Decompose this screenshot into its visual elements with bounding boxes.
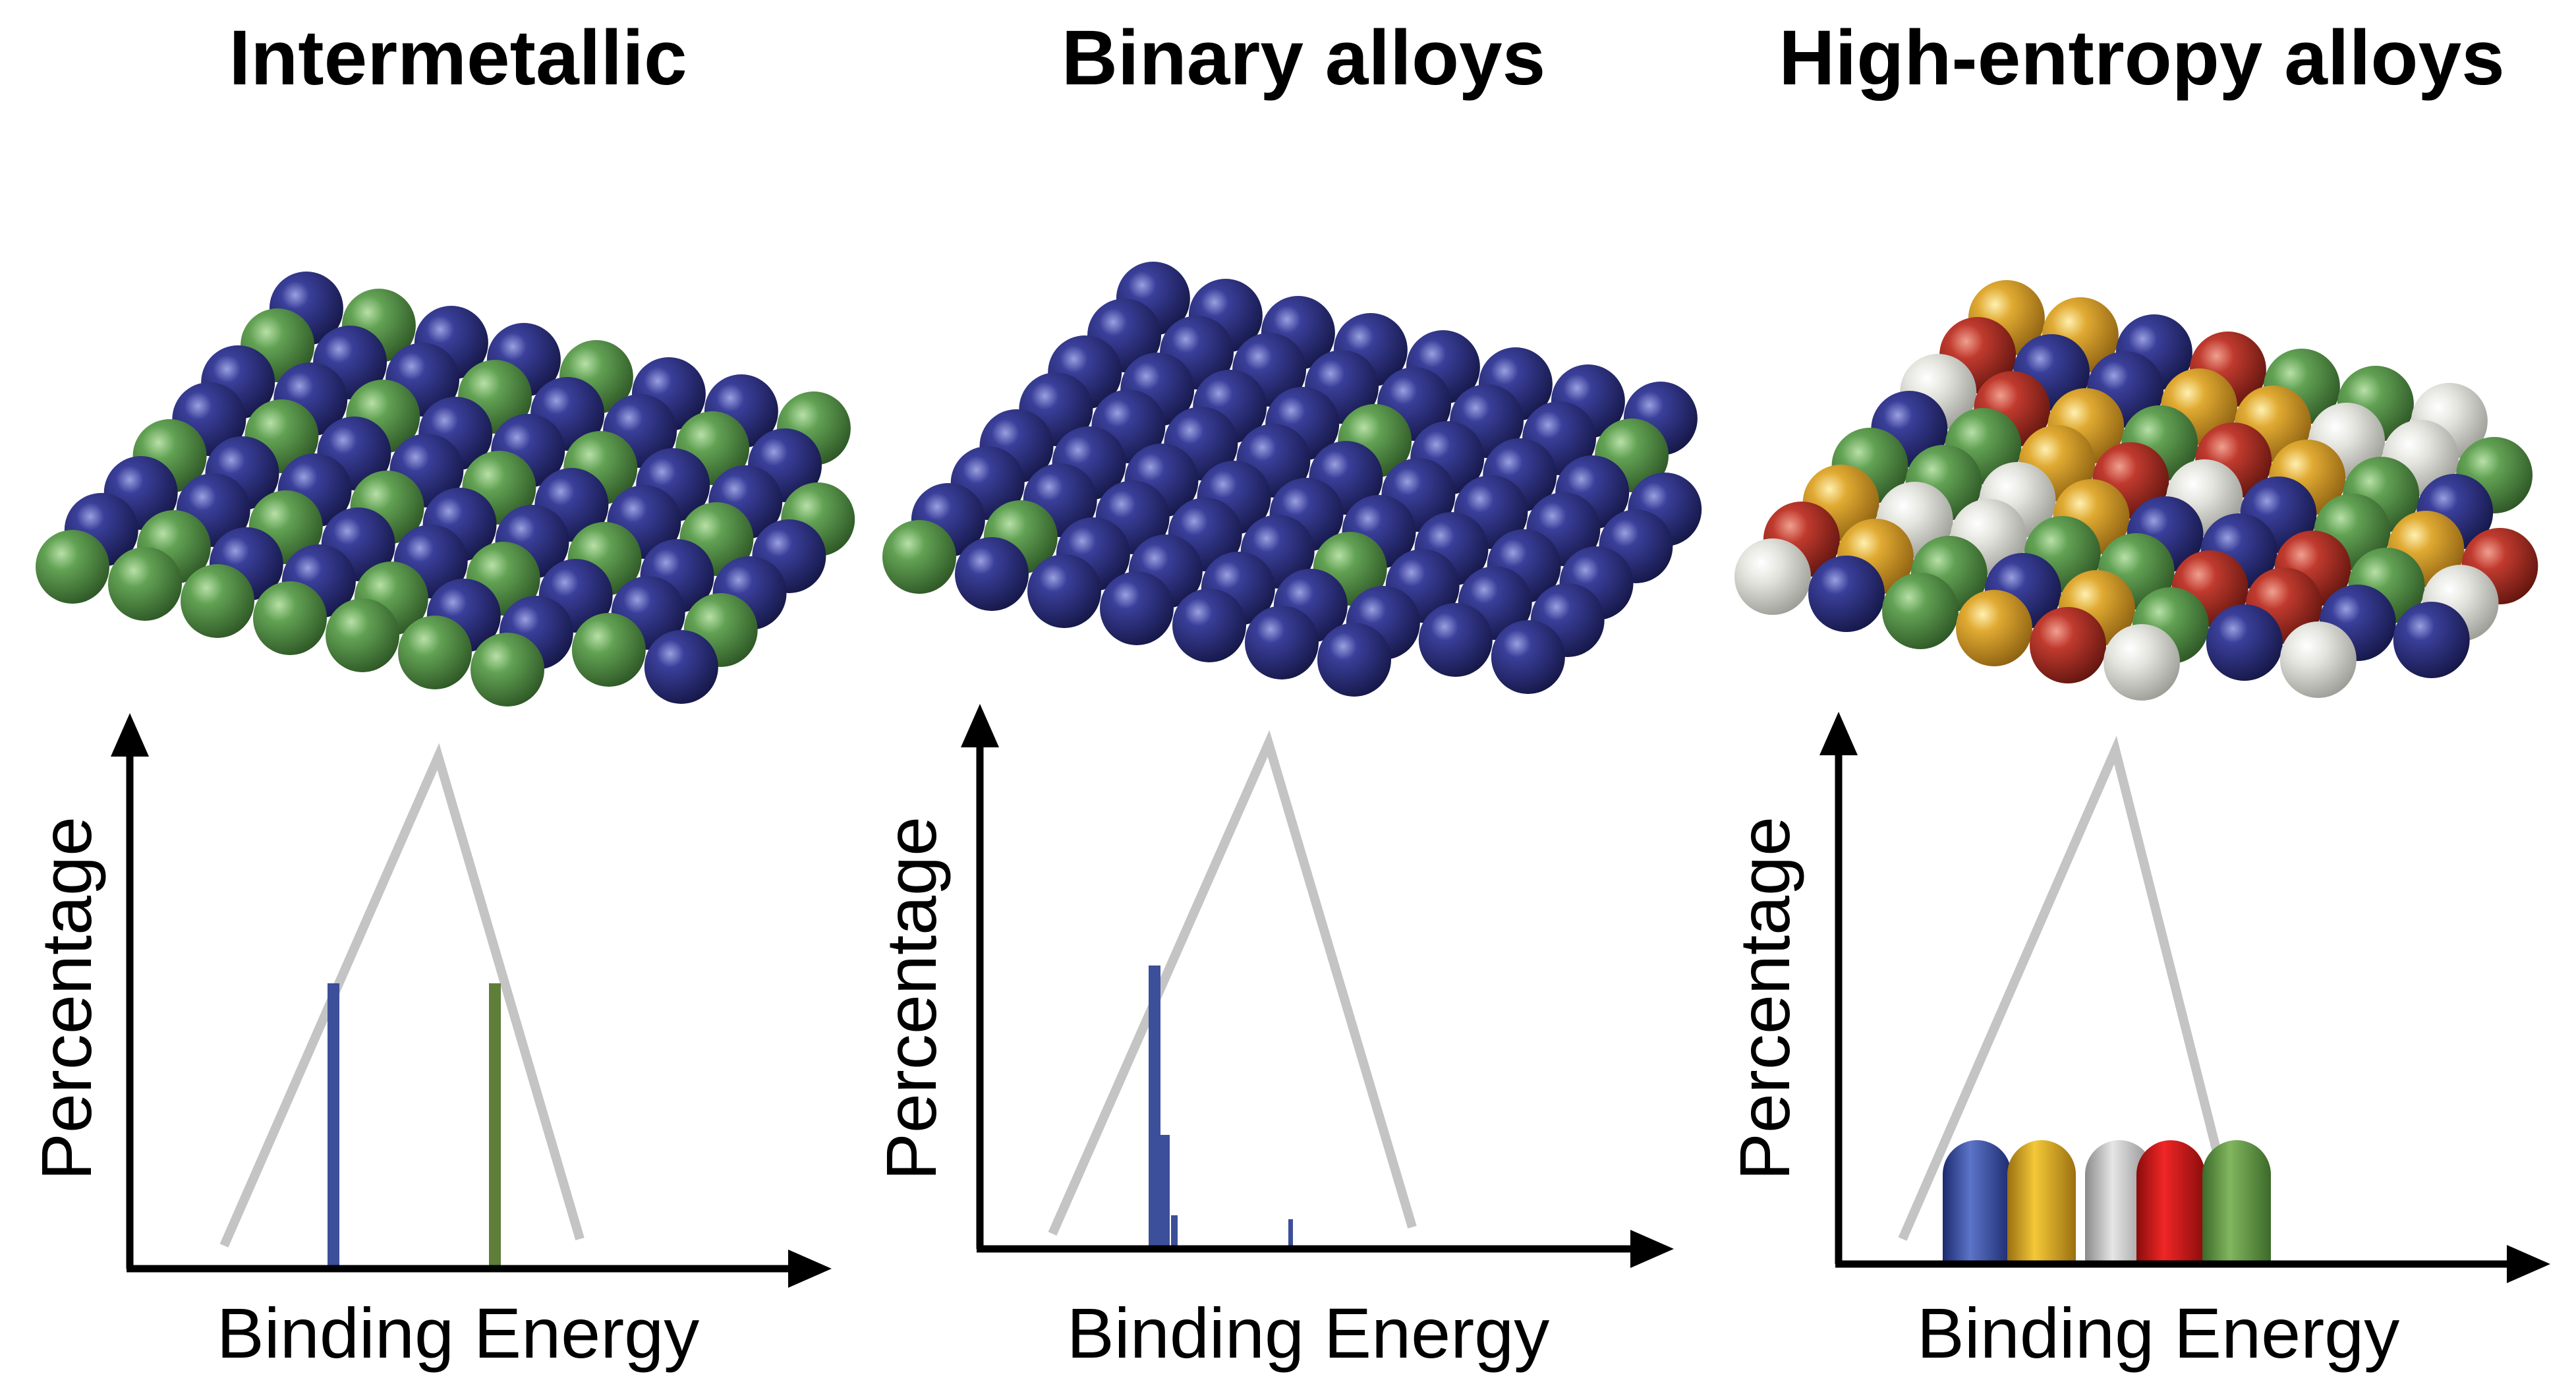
peak-bar-green (489, 983, 501, 1267)
x-axis-arrow (788, 1250, 832, 1288)
atom-blue (644, 630, 718, 704)
atom-green (253, 581, 327, 655)
peak-bar-blue-4 (1288, 1219, 1293, 1247)
peak-pill-blue (1943, 1140, 2011, 1262)
atom-white (2104, 624, 2180, 701)
panel-title: Binary alloys (1062, 14, 1546, 101)
peak-pill-gold (2007, 1140, 2076, 1262)
panel-title: Intermetallic (229, 14, 687, 101)
y-axis-arrow (111, 713, 149, 757)
atom-red (2030, 607, 2106, 683)
atom-green (471, 633, 544, 706)
x-axis-arrow (2507, 1245, 2550, 1283)
atom-blue (955, 537, 1029, 611)
panel-intermetallic: Intermetallic Percentage Binding Energy (26, 14, 855, 1373)
peak-bar-blue-3 (1171, 1215, 1178, 1247)
y-axis-label: Percentage (1725, 817, 1804, 1180)
panel-binary-alloys: Binary alloys Percentage Binding Energy (871, 14, 1702, 1373)
atom-green (108, 547, 182, 621)
x-axis-label: Binding Energy (1067, 1293, 1549, 1373)
spectrum-plot: Percentage Binding Energy (1725, 712, 2550, 1373)
atom-blue (2206, 604, 2283, 681)
atom-blue (1491, 620, 1565, 694)
x-axis-arrow (1630, 1230, 1674, 1268)
atom-gold (1956, 590, 2032, 666)
atom-green (1882, 573, 1959, 649)
panel-title: High-entropy alloys (1779, 14, 2504, 101)
x-axis-label: Binding Energy (1917, 1293, 2399, 1373)
atom-green (36, 530, 109, 604)
atom-green (882, 520, 956, 594)
atom-blue (2393, 602, 2470, 678)
y-axis-arrow (1819, 712, 1858, 755)
atom-green (181, 564, 254, 638)
atom-blue (1317, 623, 1391, 697)
atom-blue (1100, 571, 1174, 645)
atom-blue (1418, 603, 1493, 677)
peak-bar-blue (328, 983, 339, 1267)
spectrum-plot: Percentage Binding Energy (26, 713, 832, 1373)
atom-white (1734, 538, 1811, 615)
atom-green (326, 598, 399, 672)
peak-bar-blue-1 (1149, 966, 1160, 1247)
atom-lattice (36, 272, 855, 706)
panel-high-entropy-alloys: High-entropy alloys Percentage Binding E… (1725, 14, 2550, 1373)
atom-blue (1245, 606, 1319, 679)
atom-green (571, 613, 646, 687)
envelope-curve (219, 743, 585, 1248)
atom-blue (1808, 556, 1885, 632)
envelope-curve (1898, 735, 2245, 1247)
atom-green (398, 616, 472, 689)
atom-white (2279, 621, 2357, 698)
peak-pill-red (2136, 1140, 2205, 1262)
atom-lattice (1734, 280, 2538, 701)
y-axis-arrow (961, 704, 999, 747)
peak-pill-green (2202, 1140, 2271, 1262)
envelope-curve (1048, 730, 1417, 1236)
x-axis-label: Binding Energy (217, 1293, 699, 1373)
atom-lattice (882, 262, 1702, 697)
atom-blue (1027, 554, 1101, 628)
y-axis-label: Percentage (26, 817, 106, 1180)
y-axis-label: Percentage (871, 817, 951, 1180)
peak-bar-blue-2 (1160, 1135, 1170, 1247)
atom-blue (1172, 589, 1246, 662)
spectrum-plot: Percentage Binding Energy (871, 704, 1674, 1373)
